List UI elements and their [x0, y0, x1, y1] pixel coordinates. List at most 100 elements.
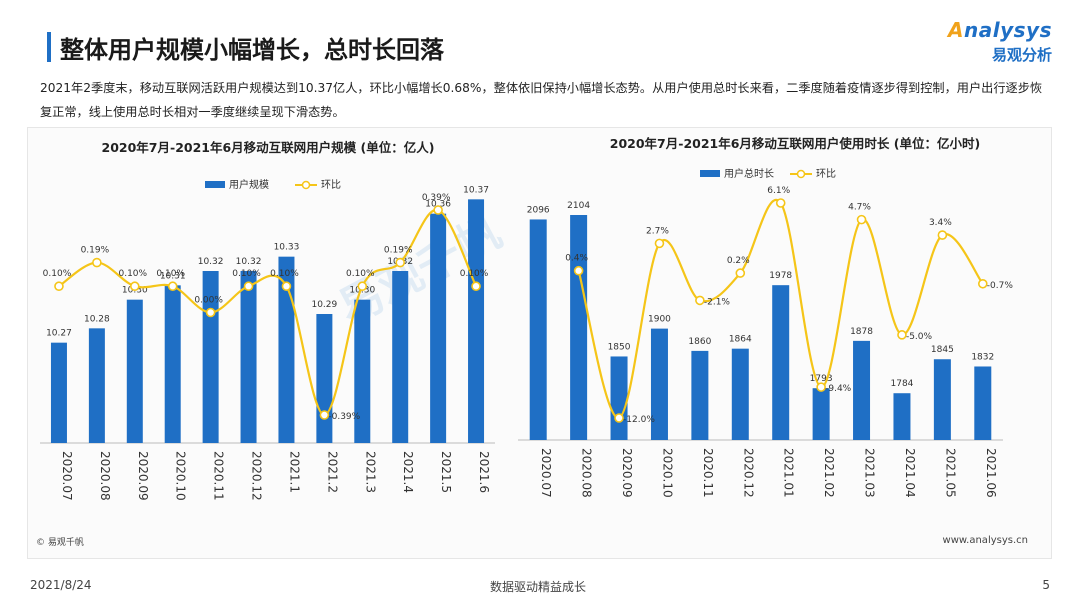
line-data-label: 0.10%	[270, 269, 299, 279]
line-data-label: -0.7%	[987, 281, 1014, 291]
line-data-label: 0.10%	[118, 269, 147, 279]
line-data-label: 0.10%	[346, 269, 375, 279]
line-data-label: 0.10%	[460, 269, 489, 279]
bar	[731, 348, 749, 440]
x-tick-label: 2021.01	[782, 448, 796, 498]
line-point	[167, 281, 178, 292]
chart-title: 2020年7月-2021年6月移动互联网用户规模 (单位：亿人)	[102, 140, 435, 155]
line-data-label: 0.19%	[81, 246, 110, 256]
line-point	[937, 230, 948, 240]
line-point	[205, 307, 216, 318]
bar	[316, 314, 333, 443]
bar-data-label: 10.29	[311, 300, 337, 310]
x-tick-label: 2020.07	[539, 448, 553, 498]
x-tick-label: 2021.5	[439, 451, 453, 493]
bar-data-label: 1793	[810, 374, 833, 384]
x-tick-label: 2020.12	[250, 451, 264, 501]
legend-line-marker	[301, 180, 311, 190]
x-tick-label: 2020.08	[580, 448, 594, 498]
bar-data-label: 1845	[931, 345, 954, 355]
x-tick-label: 2020.11	[212, 451, 226, 501]
line-data-label: 0.10%	[156, 269, 185, 279]
line-data-label: 2.7%	[646, 226, 669, 236]
page-title: 整体用户规模小幅增长，总时长回落	[60, 36, 444, 64]
x-tick-label: 2020.10	[660, 448, 674, 498]
bar	[278, 256, 295, 443]
line-point	[129, 281, 140, 292]
bar-data-label: 10.33	[274, 243, 300, 253]
bar-data-label: 10.28	[84, 314, 110, 324]
bar	[772, 285, 790, 440]
x-tick-label: 2021.03	[863, 448, 877, 498]
bar-data-label: 2104	[567, 201, 590, 211]
bar	[812, 388, 830, 440]
bar	[468, 199, 485, 443]
legend-bar-swatch	[205, 181, 225, 188]
bar	[164, 285, 181, 443]
bar	[893, 393, 911, 440]
bar	[88, 328, 105, 443]
line-point	[319, 410, 330, 420]
line-point	[614, 413, 624, 423]
site-url: www.analysys.cn	[942, 535, 1028, 546]
line-data-label: 4.7%	[848, 203, 871, 213]
x-tick-label: 2021.1	[287, 451, 301, 493]
legend-bar-swatch	[700, 170, 720, 177]
line-point	[281, 281, 292, 292]
page-number: 5	[1042, 578, 1050, 592]
bar-data-label: 1784	[891, 379, 914, 389]
source-note: © 易观千帆	[36, 538, 84, 548]
legend-line-label: 环比	[321, 179, 341, 191]
x-tick-label: 2021.05	[943, 448, 957, 498]
logo-rest: nalysys	[964, 18, 1052, 42]
line-data-label: -12.0%	[623, 415, 655, 425]
line-data-label: 0.19%	[384, 246, 413, 256]
line-data-label: -5.0%	[906, 332, 933, 342]
x-tick-label: 2020.09	[620, 448, 634, 498]
bar-data-label: 10.37	[463, 185, 489, 195]
x-tick-label: 2021.04	[903, 448, 917, 498]
footer-date: 2021/8/24	[30, 578, 92, 592]
x-tick-label: 2021.4	[401, 451, 415, 493]
bar	[240, 271, 257, 443]
x-tick-label: 2020.10	[174, 451, 188, 501]
line-data-label: 0.10%	[43, 269, 72, 279]
bar-data-label: 1878	[850, 327, 873, 337]
bar	[392, 271, 409, 443]
legend-bar-label: 用户总时长	[724, 167, 774, 180]
line-point	[573, 265, 584, 276]
line-point	[92, 257, 102, 268]
bar	[610, 356, 628, 440]
line-data-label: -9.4%	[825, 384, 852, 394]
line-point	[395, 257, 406, 268]
bar-data-label: 1864	[729, 335, 752, 345]
line-point	[54, 281, 64, 292]
legend-bar-label: 用户规模	[229, 178, 269, 191]
bar	[354, 299, 371, 443]
line-point	[775, 198, 786, 208]
bar	[430, 213, 447, 443]
line-data-label: -0.39%	[328, 412, 360, 422]
footer-slogan: 数据驱动精益成长	[490, 580, 587, 594]
bar-data-label: 10.27	[46, 329, 72, 339]
x-tick-label: 2020.07	[60, 451, 74, 501]
bar	[50, 342, 67, 443]
title-accent-bar	[47, 32, 51, 62]
bar	[650, 328, 668, 440]
chart-title: 2020年7月-2021年6月移动互联网用户使用时长 (单位：亿小时)	[610, 136, 980, 151]
x-tick-label: 2020.12	[741, 448, 755, 498]
line-data-label: 0.39%	[422, 193, 451, 203]
logo-cn: 易观分析	[991, 46, 1052, 64]
line-data-label: -2.1%	[704, 297, 731, 307]
line-point	[471, 281, 481, 292]
line-point	[977, 278, 988, 289]
bar-data-label: 1978	[769, 271, 792, 281]
line-point	[735, 268, 746, 278]
line-point	[433, 205, 443, 215]
bar-data-label: 10.32	[198, 257, 224, 267]
bar	[529, 219, 547, 440]
line-data-label: 0.00%	[194, 296, 223, 306]
line-point	[654, 238, 665, 249]
line-point	[897, 330, 907, 340]
